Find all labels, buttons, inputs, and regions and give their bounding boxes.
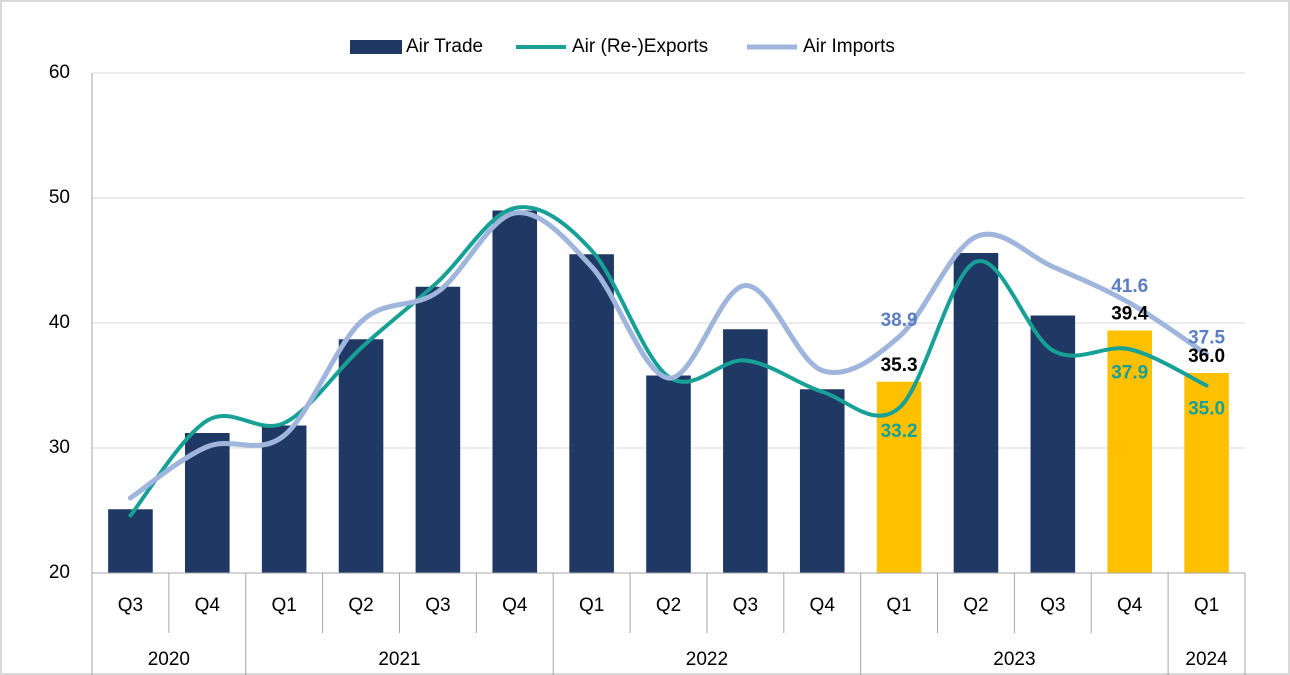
group-label: 2023 bbox=[993, 649, 1035, 670]
bar bbox=[338, 339, 384, 573]
x-tick-label: Q3 bbox=[1040, 595, 1065, 616]
x-tick-label: Q2 bbox=[656, 595, 681, 616]
x-tick-label: Q4 bbox=[810, 595, 836, 616]
bar bbox=[492, 210, 538, 573]
data-label: 37.9 bbox=[1111, 362, 1148, 383]
x-tick-label: Q1 bbox=[886, 595, 911, 616]
data-label: 37.5 bbox=[1188, 327, 1225, 348]
y-tick-label: 30 bbox=[49, 437, 70, 458]
data-label: 39.4 bbox=[1111, 304, 1148, 325]
group-label: 2021 bbox=[378, 649, 420, 670]
legend-label: Air (Re-)Exports bbox=[572, 36, 708, 57]
x-tick-label: Q4 bbox=[195, 595, 221, 616]
data-label: 33.2 bbox=[881, 421, 918, 442]
x-tick-label: Q4 bbox=[502, 595, 528, 616]
x-tick-label: Q3 bbox=[118, 595, 143, 616]
bar bbox=[646, 375, 691, 573]
group-label: 2024 bbox=[1185, 649, 1228, 670]
x-tick-label: Q1 bbox=[271, 595, 296, 616]
x-tick-label: Q2 bbox=[348, 595, 373, 616]
group-label: 2020 bbox=[148, 649, 190, 670]
x-tick-label: Q3 bbox=[425, 595, 450, 616]
bar bbox=[569, 254, 614, 573]
legend-label: Air Imports bbox=[803, 36, 895, 57]
data-label: 41.6 bbox=[1111, 276, 1148, 297]
bar bbox=[1107, 330, 1152, 573]
data-label: 38.9 bbox=[881, 310, 918, 331]
bar bbox=[953, 253, 999, 573]
bar bbox=[723, 329, 768, 573]
group-label: 2022 bbox=[686, 649, 728, 670]
bar bbox=[108, 509, 153, 573]
x-tick-label: Q1 bbox=[1194, 595, 1219, 616]
y-tick-label: 50 bbox=[49, 187, 70, 208]
data-label: 36.0 bbox=[1188, 346, 1225, 367]
data-label: 35.3 bbox=[881, 355, 918, 376]
x-tick-label: Q3 bbox=[733, 595, 758, 616]
bar bbox=[1030, 315, 1076, 573]
x-tick-label: Q2 bbox=[963, 595, 988, 616]
y-tick-label: 60 bbox=[49, 62, 70, 83]
bar bbox=[261, 425, 307, 573]
bar bbox=[415, 286, 461, 573]
bar bbox=[1184, 373, 1229, 573]
legend-label: Air Trade bbox=[406, 36, 483, 57]
x-tick-label: Q4 bbox=[1117, 595, 1143, 616]
line bbox=[127, 210, 1210, 501]
bar bbox=[799, 389, 845, 573]
y-tick-label: 20 bbox=[49, 562, 70, 583]
x-tick-label: Q1 bbox=[579, 595, 604, 616]
legend-swatch bbox=[350, 40, 402, 54]
data-label: 35.0 bbox=[1188, 399, 1225, 420]
y-tick-label: 40 bbox=[49, 312, 70, 333]
